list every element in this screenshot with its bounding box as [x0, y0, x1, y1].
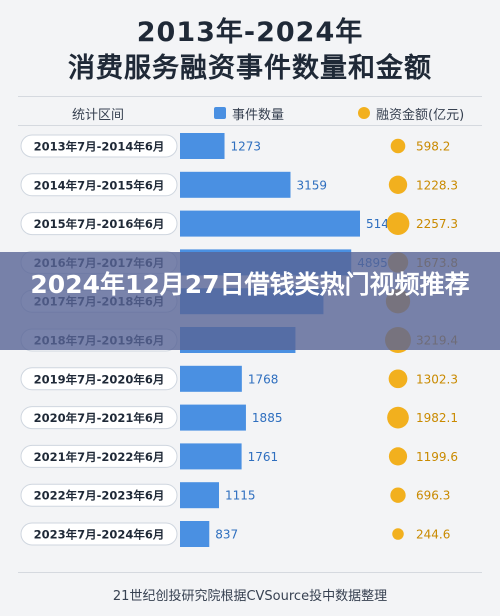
count-bar [180, 404, 246, 431]
count-bar [180, 171, 291, 198]
period-pill [20, 444, 178, 468]
period-pill [20, 406, 178, 430]
period-pill [20, 134, 178, 158]
source-note: 21世纪创投研究院根据CVSource投中数据整理 [112, 589, 388, 604]
chart-subtitle: 消费服务融资事件数量和金额 [68, 53, 432, 84]
period-label: 2015年7月-2016年6月 [34, 217, 165, 231]
count-value-label: 837 [215, 528, 238, 542]
period-pill [20, 522, 178, 546]
count-value-label: 3159 [296, 178, 327, 192]
period-pill [20, 173, 178, 197]
period-label: 2014年7月-2015年6月 [34, 178, 165, 192]
amount-value-label: 1199.6 [416, 450, 458, 464]
count-bar [180, 365, 242, 392]
count-bar [180, 521, 210, 547]
amount-bubble [390, 138, 406, 154]
amount-bubble [388, 369, 408, 389]
amount-value-label: 1228.3 [416, 178, 458, 192]
header-top-rule [18, 96, 482, 97]
count-value-label: 1768 [248, 372, 279, 386]
amount-value-label: 1302.3 [416, 372, 458, 386]
legend-swatch-amount [358, 107, 370, 119]
amount-bubble [387, 406, 409, 429]
column-header-period: 统计区间 [72, 108, 125, 123]
period-pill [20, 483, 178, 507]
period-label: 2013年7月-2014年6月 [34, 140, 165, 154]
count-value-label: 1273 [231, 140, 262, 154]
count-bar [180, 443, 242, 470]
amount-bubble [392, 528, 404, 540]
period-pill [20, 212, 178, 236]
count-bar [180, 482, 220, 509]
count-value-label: 1885 [252, 411, 283, 425]
amount-value-label: 2257.3 [416, 217, 458, 231]
amount-bubble [386, 212, 410, 235]
legend-label-count: 事件数量 [232, 108, 285, 123]
period-label: 2022年7月-2023年6月 [34, 489, 165, 503]
amount-bubble [390, 487, 406, 503]
amount-value-label: 244.6 [416, 528, 450, 542]
amount-bubble [388, 447, 408, 466]
count-bar [180, 210, 360, 237]
amount-bubble [388, 175, 408, 194]
amount-value-label: 598.2 [416, 140, 450, 154]
overlay-banner-text: 2024年12月27日借钱类热门视频推荐 [30, 270, 470, 299]
amount-value-label: 1982.1 [416, 411, 458, 425]
period-label: 2020年7月-2021年6月 [34, 411, 165, 425]
count-bar [180, 133, 225, 159]
overlay-banner [0, 252, 500, 350]
legend-swatch-count [214, 107, 226, 119]
chart-title: 2013年-2024年 [136, 17, 364, 48]
header-bottom-rule [18, 125, 482, 126]
period-label: 2019年7月-2020年6月 [34, 372, 165, 386]
legend-label-amount: 融资金额(亿元) [376, 108, 465, 123]
amount-value-label: 696.3 [416, 489, 450, 503]
count-value-label: 1761 [248, 450, 279, 464]
period-label: 2021年7月-2022年6月 [34, 450, 165, 464]
footer-rule [18, 572, 482, 573]
period-pill [20, 367, 178, 391]
period-label: 2023年7月-2024年6月 [34, 528, 165, 542]
count-value-label: 1115 [225, 489, 256, 503]
